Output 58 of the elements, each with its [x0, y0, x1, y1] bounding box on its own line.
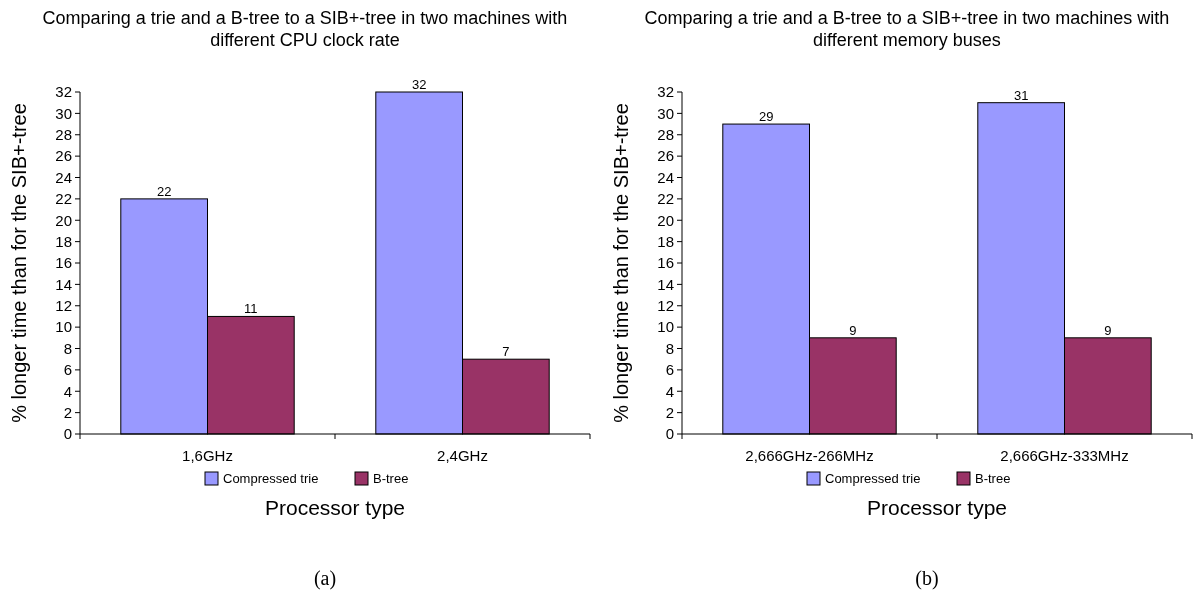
data-label: 9: [849, 322, 857, 338]
y-tick-label: 10: [657, 318, 674, 336]
y-tick-label: 6: [63, 361, 72, 379]
y-tick-label: 24: [55, 168, 72, 186]
data-label: 11: [244, 301, 258, 317]
y-tick-label: 0: [63, 425, 72, 443]
data-label: 22: [156, 183, 172, 199]
data-label: 32: [411, 77, 427, 92]
y-tick-label: 32: [55, 83, 72, 101]
x-axis-title: Processor type: [264, 496, 406, 519]
x-tick-label: 2,4GHz: [437, 447, 488, 464]
data-label: 7: [502, 344, 510, 360]
data-label: 31: [1013, 87, 1029, 103]
y-tick-label: 14: [55, 275, 72, 293]
y-tick-label: 30: [657, 104, 674, 122]
y-tick-label: 22: [657, 190, 674, 208]
y-tick-label: 24: [657, 168, 674, 186]
y-tick-label: 28: [55, 126, 72, 143]
y-tick-label: 18: [657, 232, 674, 250]
text: (b): [915, 567, 939, 590]
x-tick-label: 1,6GHz: [182, 447, 233, 464]
y-tick-label: 20: [657, 211, 674, 229]
y-tick-label: 30: [55, 104, 72, 122]
y-tick-label: 14: [657, 275, 674, 293]
legend-label: Compressed trie: [223, 471, 319, 486]
y-tick-label: 8: [665, 339, 674, 357]
y-tick-label: 4: [63, 382, 72, 400]
y-tick-label: 20: [55, 211, 72, 229]
y-tick-label: 16: [55, 254, 72, 272]
y-tick-label: 16: [657, 254, 674, 272]
y-tick-label: 2: [665, 403, 674, 421]
y-tick-label: 26: [55, 147, 72, 165]
legend-label: Compressed trie: [825, 471, 921, 486]
data-label: 29: [758, 109, 774, 125]
y-tick-label: 32: [657, 83, 674, 101]
x-axis-title: Processor type: [866, 496, 1008, 519]
chart-title: Comparing a trie and a B-tree to a SIB+-tree in two machines with different CPU clock rate: [42, 8, 568, 50]
y-tick-label: 26: [657, 147, 674, 165]
y-tick-label: 2: [63, 403, 72, 421]
text: (a): [313, 567, 337, 590]
y-tick-label: 28: [657, 126, 674, 143]
legend-label: B-tree: [975, 471, 1011, 486]
y-tick-label: 22: [55, 190, 72, 208]
y-axis-title: % longer time than for the SIB+-tree: [8, 103, 30, 423]
y-tick-label: 6: [665, 361, 674, 379]
y-tick-label: 8: [63, 339, 72, 357]
y-tick-label: 10: [55, 318, 72, 336]
chart-title: Comparing a trie and a B-tree to a SIB+-tree in two machines with different memory buses: [644, 8, 1170, 50]
y-tick-label: 4: [665, 382, 674, 400]
y-axis-title: % longer time than for the SIB+-tree: [610, 103, 632, 423]
legend-label: B-tree: [373, 471, 409, 486]
y-tick-label: 0: [665, 425, 674, 443]
data-label: 9: [1104, 322, 1112, 338]
y-tick-label: 18: [55, 232, 72, 250]
x-tick-label: 2,666GHz-333MHz: [1000, 447, 1129, 464]
x-tick-label: 2,666GHz-266MHz: [745, 447, 874, 464]
y-tick-label: 12: [657, 297, 674, 314]
y-tick-label: 12: [55, 297, 72, 314]
